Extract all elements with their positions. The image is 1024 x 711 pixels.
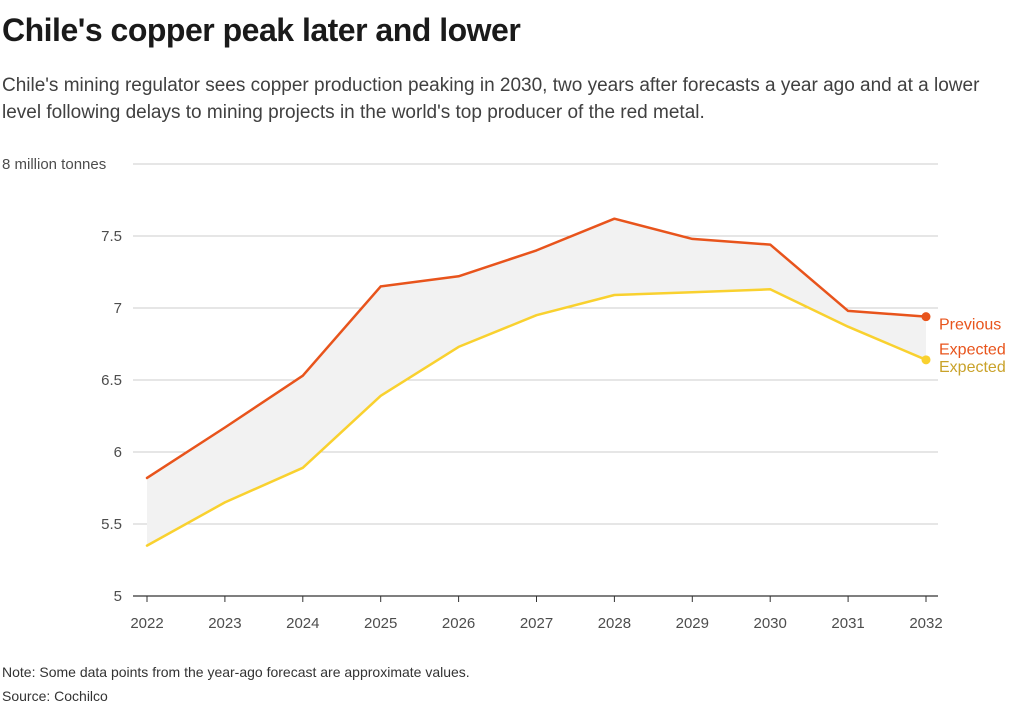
y-tick-label: 5.5	[101, 516, 122, 533]
x-tick-label: 2028	[598, 615, 631, 632]
x-tick-label: 2024	[286, 615, 319, 632]
difference-band	[147, 218, 926, 546]
series-line-expected	[145, 288, 928, 547]
footnote: Note: Some data points from the year-ago…	[2, 664, 470, 680]
grid-lines	[133, 163, 938, 597]
chart-subtitle: Chile's mining regulator sees copper pro…	[2, 75, 980, 123]
x-tick-label: 2030	[754, 615, 787, 632]
y-tick-label: 5	[114, 588, 122, 605]
y-tick-label: 7.5	[101, 228, 122, 245]
series-lines	[145, 217, 931, 547]
x-tick-label: 2031	[831, 615, 864, 632]
source-note: Source: Cochilco	[2, 688, 108, 704]
x-tick-label: 2029	[676, 615, 709, 632]
x-axis: 2022 2023 2024 2025 2026 2027 2028 2029 2030 2031…	[130, 596, 943, 632]
series-label-expected: Expected	[939, 359, 1006, 376]
chart-title: Chile's copper peak later and lower	[2, 12, 521, 48]
x-tick-label: 2023	[208, 615, 241, 632]
x-tick-label: 2025	[364, 615, 397, 632]
x-tick-label: 2026	[442, 615, 475, 632]
x-tick-label: 2032	[909, 615, 942, 632]
series-label-previous: Previous	[939, 317, 1001, 334]
series-line-previous	[145, 217, 928, 480]
end-point-previous	[921, 312, 931, 322]
y-tick-label: 7	[114, 300, 122, 317]
y-axis-unit-label: 8 million tonnes	[2, 156, 106, 173]
x-tick-label: 2027	[520, 615, 553, 632]
y-tick-label: 6.5	[101, 372, 122, 389]
y-axis: 5 5.5 6 6.5 7 7.5 8 million tonnes	[2, 156, 122, 605]
x-tick-label: 2022	[130, 615, 163, 632]
y-tick-label: 6	[114, 444, 122, 461]
end-point-expected	[921, 355, 931, 365]
series-label-previous: Expected	[939, 342, 1006, 359]
